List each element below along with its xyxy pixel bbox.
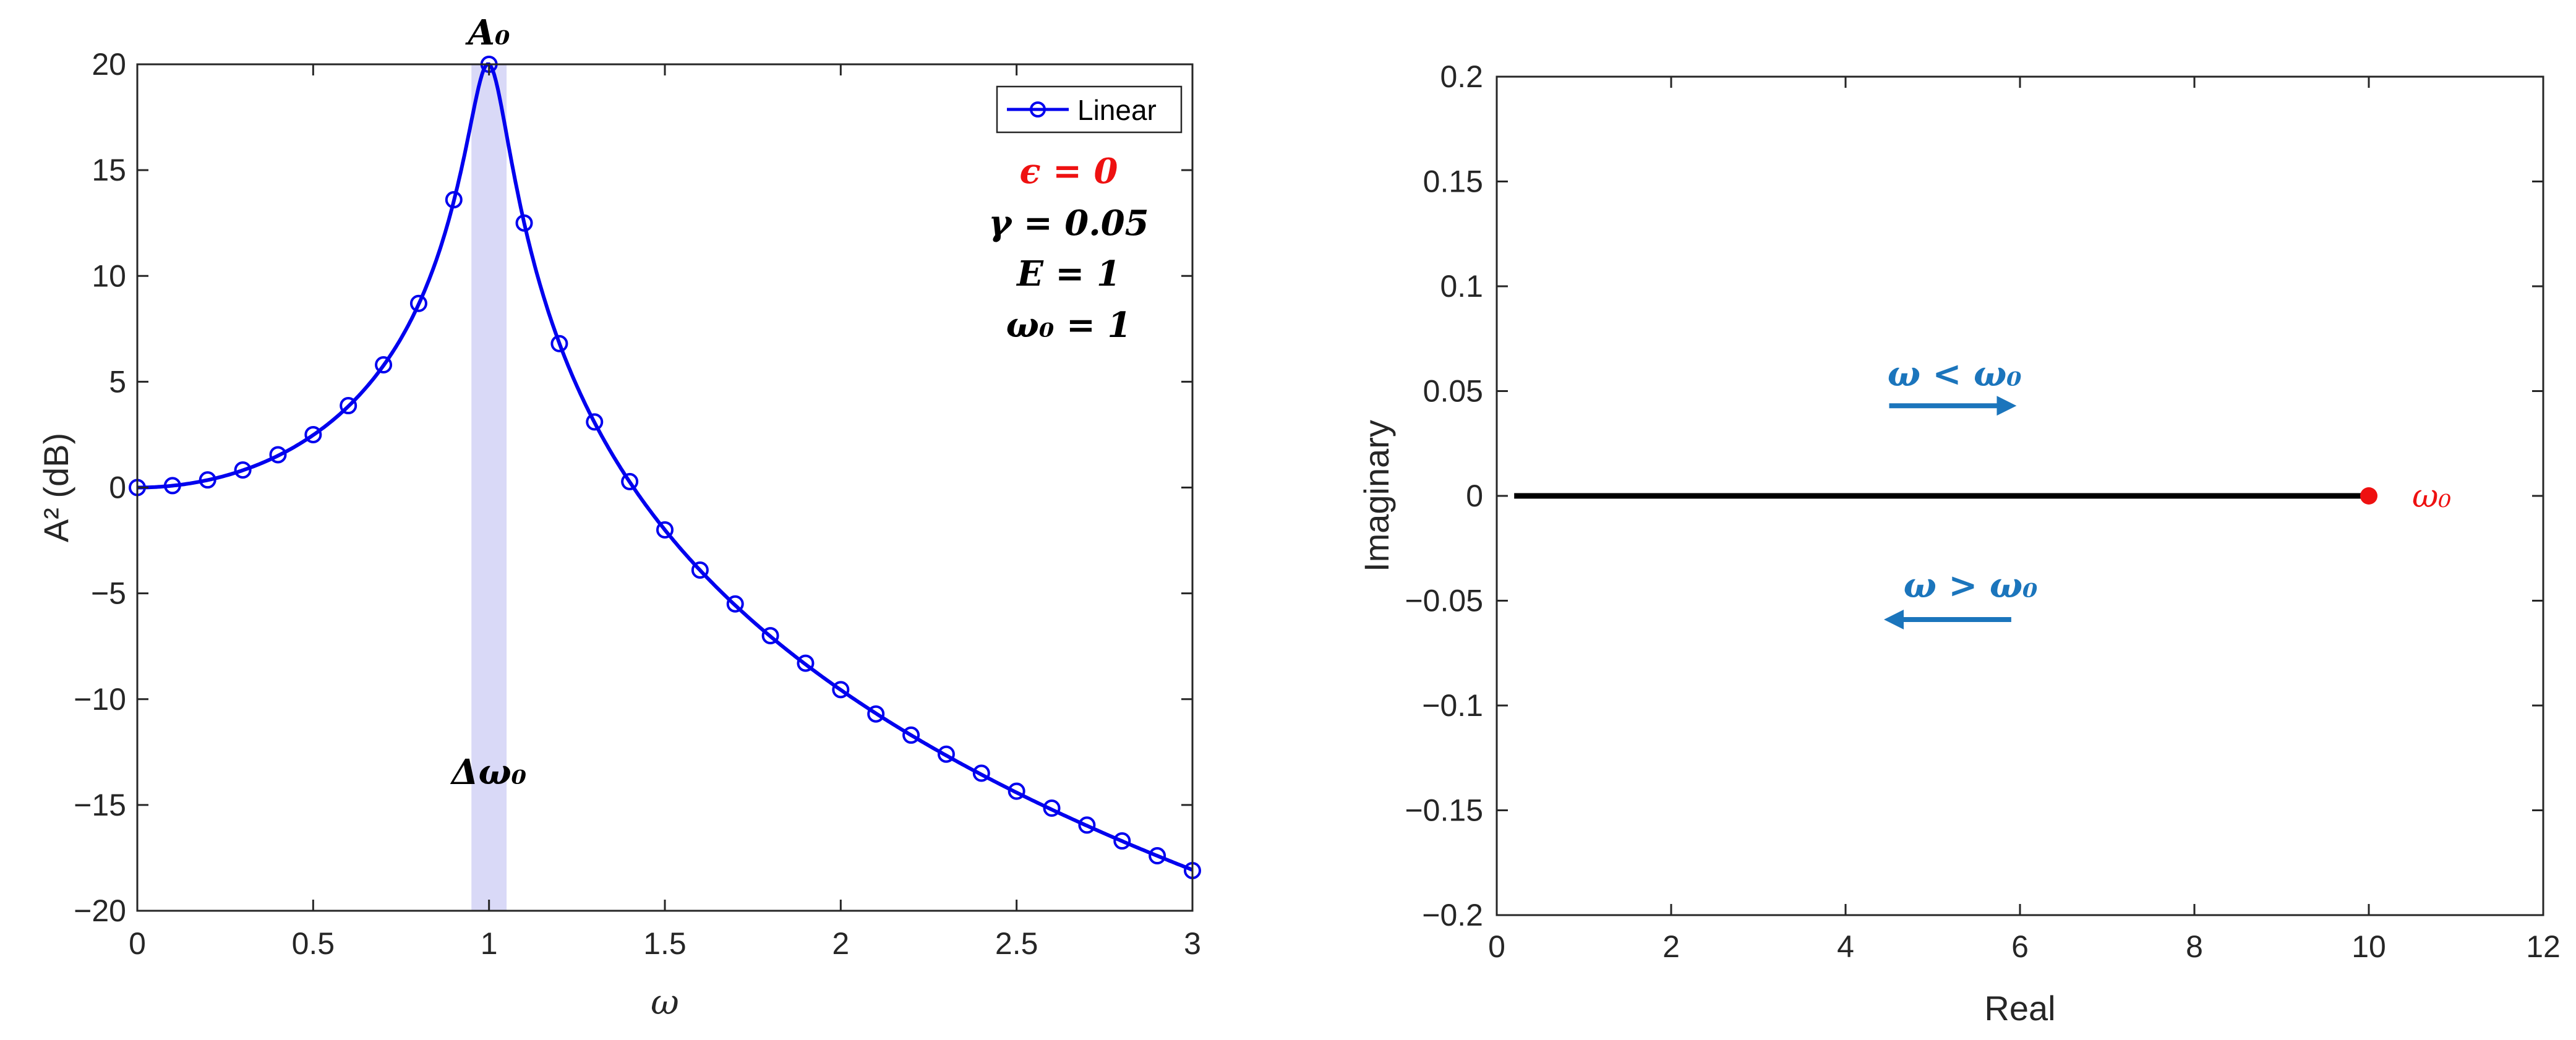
y-tick-label: 0.05	[1423, 374, 1483, 409]
linear-data-point	[972, 764, 990, 782]
legend-entry-linear: Linear	[1077, 94, 1157, 126]
linear-data-point	[550, 335, 568, 352]
linear-data-point	[656, 521, 674, 539]
y-tick-label: 20	[92, 47, 126, 82]
linear-data-point	[304, 425, 322, 443]
right-chart: ω₀ ω < ω₀ ω > ω₀ 0 2 4 6 8 10 12 −0.2 −0.15 −0.1 −…	[1357, 59, 2561, 1028]
linear-data-point	[409, 294, 427, 312]
arrow-left-label: ω > ω₀	[1904, 565, 2038, 606]
left-chart: 0 0.5 1 1.5 2 2.5 3 −20 −15 −10 −5 0 5 10 15 20 ω A² (d…	[36, 12, 1201, 1023]
right-x-axis-label: Real	[1984, 989, 2055, 1028]
param-e: E = 1	[1016, 254, 1121, 294]
y-tick-label: 0	[109, 471, 126, 505]
y-tick-label: −15	[74, 788, 126, 822]
x-tick-label: 4	[1837, 929, 1854, 964]
linear-data-point	[937, 745, 955, 763]
linear-data-point	[832, 681, 850, 699]
y-tick-label: −0.2	[1422, 898, 1483, 932]
y-tick-label: −0.15	[1405, 793, 1483, 828]
y-tick-label: −0.05	[1405, 584, 1483, 618]
y-tick-label: −20	[74, 893, 126, 928]
linear-data-point	[163, 477, 181, 495]
x-tick-label: 8	[2186, 929, 2203, 964]
peak-annotation: A₀	[465, 12, 510, 53]
left-x-axis-label: ω	[651, 982, 679, 1023]
y-tick-label: −5	[91, 576, 126, 611]
param-epsilon: ϵ = 0	[1020, 151, 1118, 192]
y-tick-label: 0.2	[1440, 59, 1483, 94]
bandwidth-annotation: Δω₀	[450, 752, 526, 793]
x-tick-label: 0.5	[292, 926, 335, 961]
x-tick-label: 2.5	[995, 926, 1038, 961]
linear-data-point	[1113, 832, 1131, 850]
right-y-axis-label: Imaginary	[1357, 420, 1396, 572]
linear-data-point	[340, 397, 357, 415]
x-tick-label: 12	[2526, 929, 2561, 964]
x-tick-label: 10	[2351, 929, 2386, 964]
linear-data-point	[726, 595, 744, 613]
linear-data-point	[867, 705, 885, 723]
y-tick-label: 15	[92, 153, 126, 187]
y-tick-label: 5	[109, 364, 126, 399]
y-tick-label: −0.1	[1422, 688, 1483, 723]
x-tick-label: 2	[1662, 929, 1680, 964]
y-tick-label: 0	[1466, 479, 1483, 513]
y-tick-label: 10	[92, 258, 126, 293]
right-ticks: 0 2 4 6 8 10 12 −0.2 −0.15 −0.1 −0.05 0 0.05 0.1 0.15 0…	[1405, 59, 2560, 964]
linear-data-point	[1078, 816, 1096, 834]
linear-data-point	[1043, 799, 1061, 817]
linear-data-point	[445, 191, 463, 209]
param-gamma: γ = 0.05	[988, 203, 1149, 244]
x-tick-label: 6	[2011, 929, 2029, 964]
linear-data-point	[1149, 847, 1166, 865]
linear-data-point	[621, 472, 639, 490]
x-tick-label: 1	[481, 926, 498, 961]
legend: Linear	[996, 85, 1183, 134]
linear-data-point	[761, 627, 779, 645]
arrow-right-label: ω < ω₀	[1888, 354, 2022, 394]
x-tick-label: 3	[1184, 926, 1201, 961]
x-tick-label: 0	[129, 926, 146, 961]
x-tick-label: 1.5	[643, 926, 687, 961]
linear-data-point	[269, 446, 287, 464]
x-tick-label: 2	[832, 926, 849, 961]
linear-data-point	[691, 561, 709, 579]
param-omega0: ω₀ = 1	[1006, 305, 1132, 346]
linear-data-point	[586, 413, 604, 431]
left-shaded-band	[471, 64, 507, 911]
linear-data-point	[902, 726, 920, 744]
linear-data-point	[234, 461, 252, 479]
linear-curve	[137, 62, 1194, 872]
y-tick-label: 0.15	[1423, 164, 1483, 199]
linear-data-point	[515, 214, 533, 232]
linear-data-point	[199, 471, 216, 489]
linear-data-point	[1008, 782, 1025, 800]
omega0-point	[2360, 487, 2377, 505]
linear-data-point	[375, 356, 393, 373]
x-tick-label: 0	[1488, 929, 1505, 964]
legend-marker-swatch	[1030, 101, 1046, 117]
y-tick-label: −10	[74, 682, 126, 717]
linear-data-point	[797, 654, 815, 672]
y-tick-label: 0.1	[1440, 269, 1483, 304]
left-ticks: 0 0.5 1 1.5 2 2.5 3 −20 −15 −10 −5 0 5 10 15 20	[74, 47, 1201, 961]
left-y-axis-label: A² (dB)	[36, 433, 75, 542]
omega0-point-label: ω₀	[2412, 478, 2451, 515]
